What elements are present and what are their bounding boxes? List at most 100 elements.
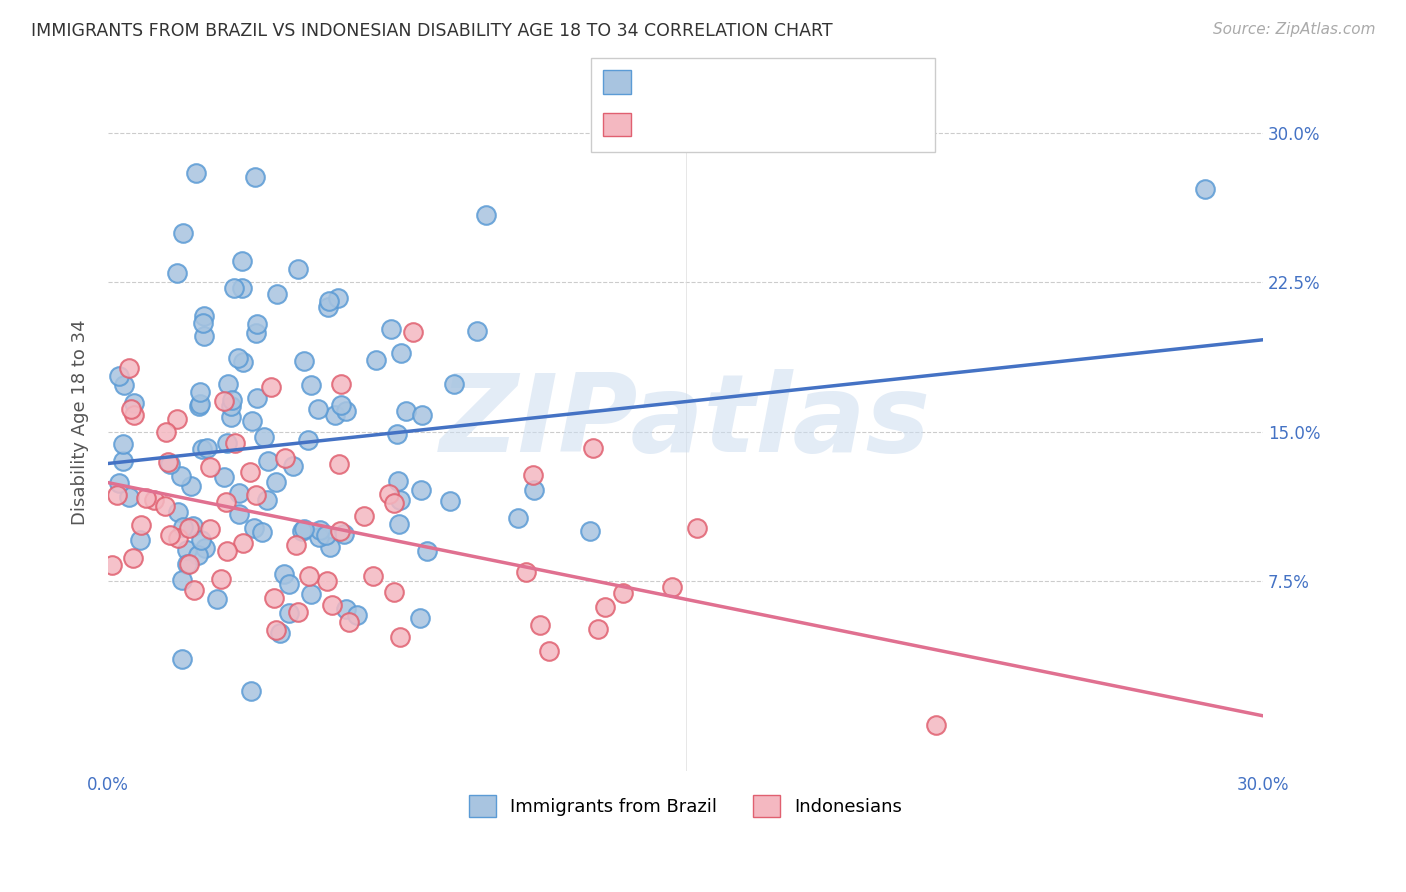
- Point: [287, 261, 309, 276]
- Point: [508, 511, 530, 525]
- Point: [193, 309, 215, 323]
- Point: [198, 522, 221, 536]
- Point: [323, 409, 346, 423]
- Point: [240, 684, 263, 698]
- Text: N =: N =: [748, 115, 792, 134]
- Text: R =: R =: [638, 72, 681, 91]
- Point: [522, 467, 544, 482]
- Point: [308, 530, 330, 544]
- Point: [212, 394, 235, 409]
- Point: [101, 558, 124, 573]
- Point: [250, 525, 273, 540]
- Point: [273, 567, 295, 582]
- Point: [228, 508, 250, 522]
- Point: [129, 518, 152, 533]
- Point: [277, 606, 299, 620]
- Point: [335, 404, 357, 418]
- Point: [176, 557, 198, 571]
- Point: [364, 352, 387, 367]
- Point: [266, 475, 288, 489]
- Point: [329, 376, 352, 391]
- Point: [156, 455, 179, 469]
- Point: [299, 587, 322, 601]
- Point: [122, 409, 145, 423]
- Point: [166, 266, 188, 280]
- Point: [239, 465, 262, 479]
- Point: [326, 291, 349, 305]
- Point: [402, 325, 425, 339]
- Point: [388, 493, 411, 508]
- Point: [212, 470, 235, 484]
- Point: [582, 441, 605, 455]
- Point: [232, 535, 254, 549]
- Point: [346, 607, 368, 622]
- Point: [187, 399, 209, 413]
- Point: [612, 585, 634, 599]
- Point: [395, 404, 418, 418]
- Point: [240, 414, 263, 428]
- Point: [269, 626, 291, 640]
- Point: [332, 526, 354, 541]
- Point: [387, 474, 409, 488]
- Point: [183, 583, 205, 598]
- Point: [284, 538, 307, 552]
- Point: [661, 580, 683, 594]
- Point: [283, 459, 305, 474]
- Point: [155, 425, 177, 439]
- Point: [111, 454, 134, 468]
- Point: [378, 486, 401, 500]
- Point: [245, 326, 267, 340]
- Y-axis label: Disability Age 18 to 34: Disability Age 18 to 34: [72, 319, 89, 524]
- Point: [385, 426, 408, 441]
- Point: [180, 479, 202, 493]
- Legend: Immigrants from Brazil, Indonesians: Immigrants from Brazil, Indonesians: [461, 788, 910, 824]
- Point: [337, 615, 360, 629]
- Point: [177, 521, 200, 535]
- Point: [190, 533, 212, 547]
- Point: [335, 601, 357, 615]
- Point: [274, 450, 297, 465]
- Point: [215, 436, 238, 450]
- Point: [221, 393, 243, 408]
- Point: [135, 491, 157, 505]
- Point: [278, 577, 301, 591]
- Point: [166, 505, 188, 519]
- Point: [382, 585, 405, 599]
- Point: [685, 520, 707, 534]
- Point: [579, 524, 602, 538]
- Point: [529, 617, 551, 632]
- Text: 105: 105: [792, 72, 832, 91]
- Point: [330, 399, 353, 413]
- Point: [155, 499, 177, 513]
- Point: [231, 281, 253, 295]
- Point: [353, 509, 375, 524]
- Point: [439, 494, 461, 508]
- Point: [294, 354, 316, 368]
- Point: [228, 351, 250, 365]
- Point: [1194, 181, 1216, 195]
- Point: [142, 493, 165, 508]
- Point: [194, 541, 217, 555]
- Point: [384, 496, 406, 510]
- Point: [523, 483, 546, 498]
- Point: [167, 531, 190, 545]
- Point: [287, 605, 309, 619]
- Point: [172, 226, 194, 240]
- Point: [315, 528, 337, 542]
- Point: [195, 441, 218, 455]
- Point: [409, 611, 432, 625]
- Point: [105, 488, 128, 502]
- Point: [292, 522, 315, 536]
- Point: [253, 429, 276, 443]
- Point: [217, 376, 239, 391]
- Point: [586, 622, 609, 636]
- Text: N =: N =: [748, 72, 792, 91]
- Point: [416, 544, 439, 558]
- Point: [172, 520, 194, 534]
- Point: [108, 476, 131, 491]
- Point: [264, 623, 287, 637]
- Point: [319, 540, 342, 554]
- Point: [187, 549, 209, 563]
- Point: [118, 491, 141, 505]
- Text: 0.371: 0.371: [681, 72, 742, 91]
